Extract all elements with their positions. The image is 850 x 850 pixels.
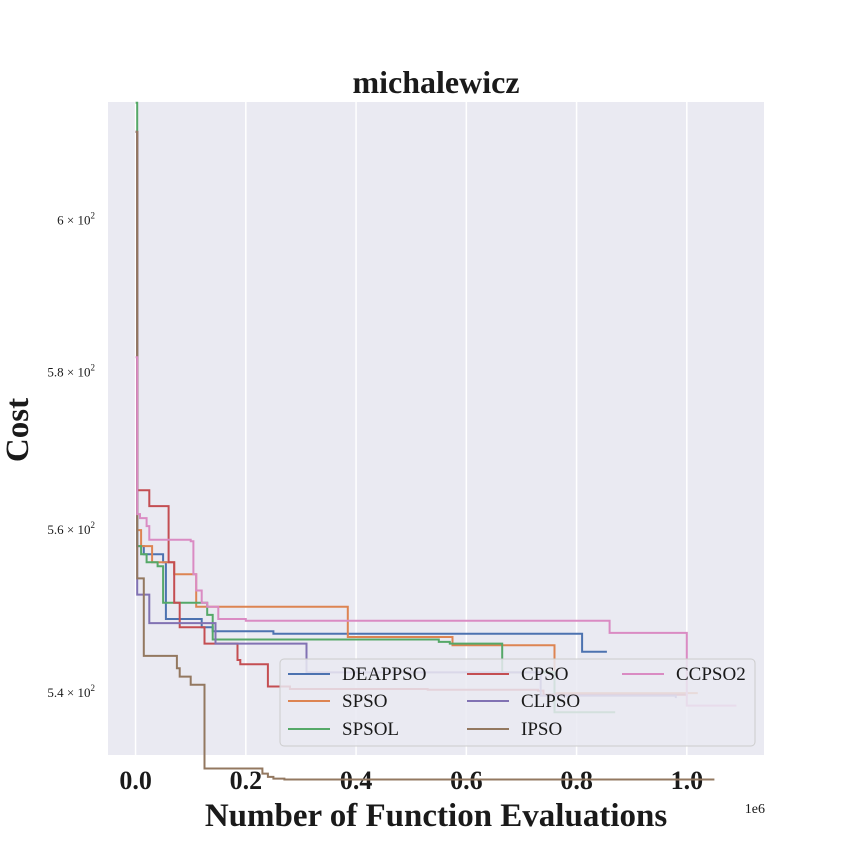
y-tick-label: 5.6 × 102 — [47, 520, 95, 537]
legend-box — [279, 658, 756, 747]
x-tick-label: 0.2 — [230, 766, 263, 795]
legend-label-cpso: CPSO — [521, 664, 569, 685]
legend-label-clpso: CLPSO — [521, 691, 580, 712]
y-tick-label: 5.4 × 102 — [47, 683, 95, 700]
x-tick-label: 0.0 — [119, 766, 152, 795]
y-tick-label: 5.8 × 102 — [47, 363, 95, 380]
legend-label-spso: SPSO — [342, 691, 387, 712]
legend-label-ccpso2: CCPSO2 — [676, 664, 746, 685]
x-axis-label: Number of Function Evaluations — [205, 798, 668, 834]
chart-title: michalewicz — [352, 64, 519, 100]
legend-label-spsol: SPSOL — [342, 719, 399, 740]
series-line-ipso — [135, 130, 715, 781]
y-tick-label: 6 × 102 — [57, 211, 95, 228]
y-axis-label: Cost — [0, 398, 36, 462]
legend-label-deappso: DEAPPSO — [342, 664, 426, 685]
legend: DEAPPSO SPSO SPSOL CPSO CLPSO IPSO CCPSO2 — [279, 658, 756, 747]
y-tick-labels: 5.4 × 102 5.6 × 102 5.8 × 102 6 × 102 — [47, 211, 95, 700]
series-line-ccpso2 — [135, 356, 737, 707]
series-line-deappso — [135, 130, 607, 653]
legend-label-ipso: IPSO — [521, 719, 562, 740]
x-multiplier-label: 1e6 — [745, 802, 765, 817]
plot-area — [108, 102, 764, 755]
grid — [134, 102, 688, 755]
series-line-spsol — [135, 101, 616, 714]
